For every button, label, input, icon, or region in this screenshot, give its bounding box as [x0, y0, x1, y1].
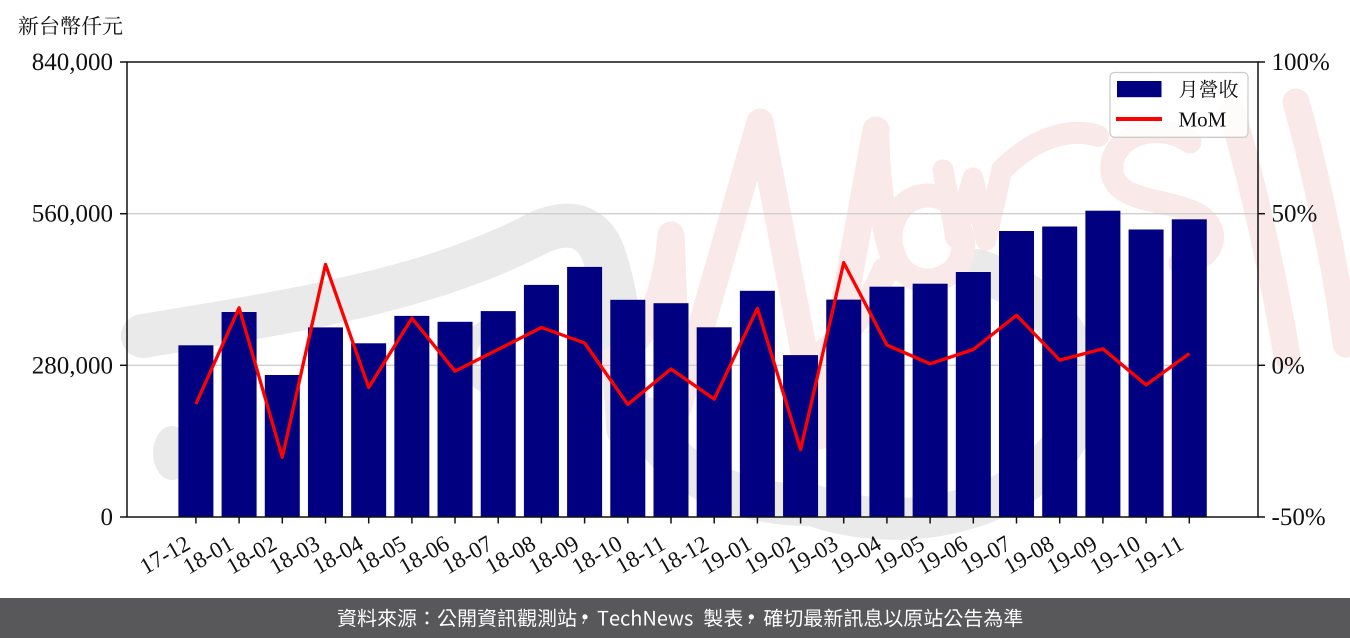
svg-text:0: 0 — [101, 504, 114, 531]
svg-text:100%: 100% — [1272, 49, 1330, 76]
svg-text:0%: 0% — [1272, 352, 1305, 379]
svg-text:-50%: -50% — [1272, 504, 1326, 531]
svg-text:280,000: 280,000 — [32, 352, 113, 379]
svg-text:840,000: 840,000 — [32, 49, 113, 76]
svg-text:50%: 50% — [1272, 201, 1318, 228]
svg-text:MoM: MoM — [1179, 108, 1227, 132]
svg-text:560,000: 560,000 — [32, 201, 113, 228]
